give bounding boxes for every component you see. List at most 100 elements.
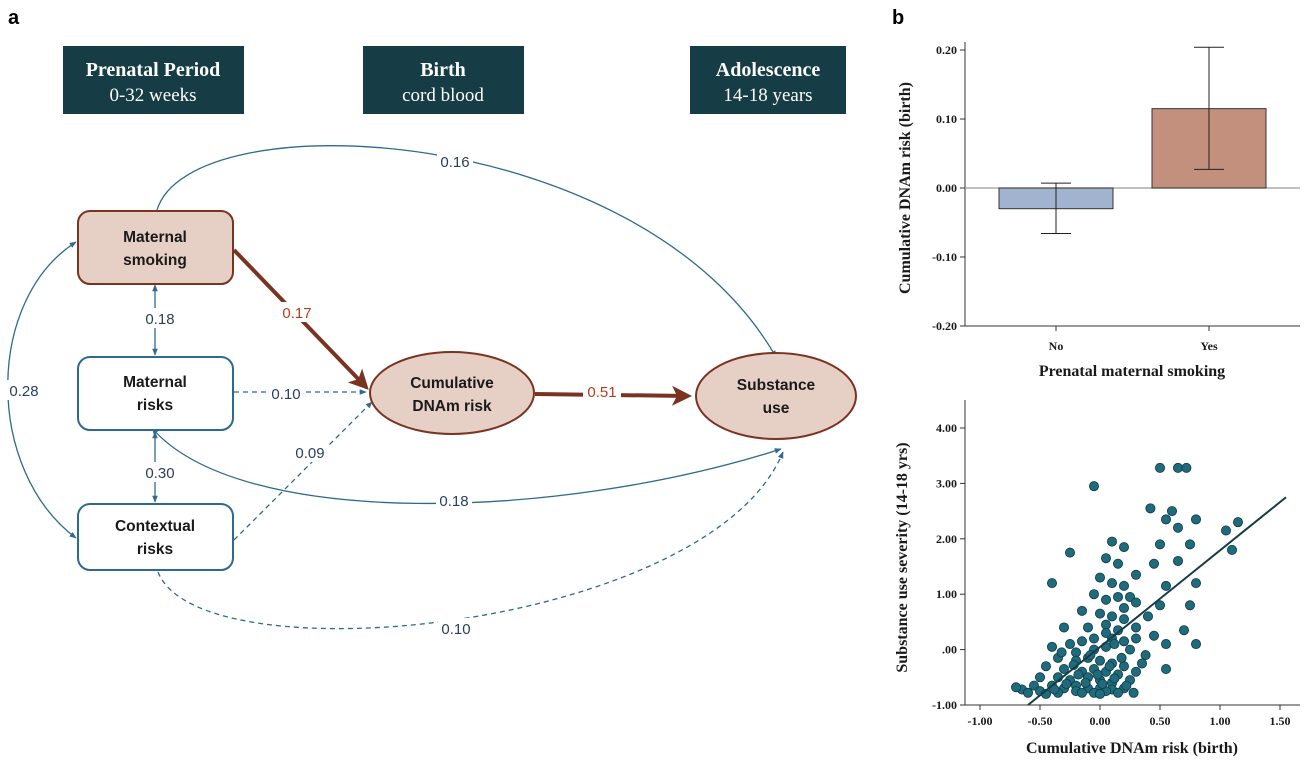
scatter-chart-point [1104, 661, 1115, 672]
scatter-chart-point [1233, 517, 1244, 528]
bar-chart-y-tick-label: 0.00 [936, 181, 957, 195]
coef-maternal-to-substance-text: 0.18 [439, 493, 468, 510]
coef-maternal-to-dnam-text: 0.10 [271, 386, 300, 403]
scatter-chart-x-tick-label: 1.50 [1270, 714, 1291, 728]
scatter-chart-point [1149, 558, 1160, 569]
coef-smoking-contextual-cov-text: 0.28 [9, 383, 38, 400]
period-prenatal-title: Prenatal Period [86, 59, 221, 81]
scatter-chart-point [1181, 462, 1192, 473]
period-adolescence-subtitle: 14-18 years [723, 85, 812, 106]
scatter-chart-point [1101, 553, 1112, 564]
coef-smoking-maternal-cov: 0.18 [142, 308, 178, 328]
scatter-chart-point [1116, 652, 1127, 663]
coef-maternal-to-substance: 0.18 [436, 491, 472, 511]
scatter-chart-point [1227, 544, 1238, 555]
scatter-chart-y-tick-label: 3.00 [936, 476, 957, 490]
coef-smoking-maternal-cov-text: 0.18 [145, 311, 174, 328]
scatter-chart-point [1080, 677, 1091, 688]
scatter-chart-point [1145, 503, 1156, 514]
scatter-chart-point [1113, 687, 1124, 698]
node-cumulative-dnam-ellipse [369, 351, 535, 435]
scatter-chart-point [1173, 462, 1184, 473]
node-maternal-smoking-line2: smoking [123, 252, 187, 269]
scatter-chart-point [1155, 600, 1166, 611]
coef-smoking-to-substance-text: 0.16 [440, 154, 469, 171]
scatter-chart-point [1161, 663, 1172, 674]
scatter-chart-point [1143, 611, 1154, 622]
panel-a-label: a [8, 7, 20, 29]
node-maternal-smoking: Maternal smoking [77, 210, 234, 285]
scatter-chart-x-tick-label: 0.50 [1150, 714, 1171, 728]
bar-chart-x-axis-title: Prenatal maternal smoking [1039, 363, 1225, 380]
bar-chart-y-axis-title: Cumulative DNAm risk (birth) [897, 82, 914, 294]
scatter-chart-point [1107, 611, 1118, 622]
scatter-chart-point [1221, 525, 1232, 536]
period-prenatal: Prenatal Period 0-32 weeks [63, 46, 244, 114]
scatter-chart-point [1095, 572, 1106, 583]
scatter-chart-point [1119, 636, 1130, 647]
node-maternal-risks-box [77, 356, 234, 431]
coef-maternal-contextual-cov-text: 0.30 [145, 465, 174, 482]
coef-maternal-to-dnam: 0.10 [268, 384, 304, 404]
scatter-chart-point [1119, 603, 1130, 614]
coef-maternal-contextual-cov: 0.30 [142, 462, 178, 482]
scatter-chart-point [1101, 619, 1112, 630]
period-prenatal-box [63, 46, 244, 114]
scatter-chart-point [1131, 633, 1142, 644]
node-cumulative-dnam-line1: Cumulative [410, 375, 494, 392]
bar-chart-y-tick-label: 0.20 [936, 43, 957, 57]
period-birth-title: Birth [420, 59, 466, 81]
scatter-chart-point [1077, 687, 1088, 698]
scatter-chart-point [1071, 647, 1082, 658]
scatter-chart-point [1101, 627, 1112, 638]
bar-chart-y-tick-label: 0.10 [936, 112, 957, 126]
scatter-chart-point [1109, 639, 1120, 650]
period-adolescence-title: Adolescence [716, 59, 821, 81]
coef-contextual-to-substance: 0.10 [438, 618, 474, 638]
node-maternal-risks-line1: Maternal [123, 374, 187, 391]
bar-chart-y-tick-label: -0.20 [932, 319, 957, 333]
scatter-chart-point [1047, 641, 1058, 652]
scatter-chart-point [1092, 669, 1103, 680]
scatter-chart-point [1107, 536, 1118, 547]
node-substance-use-ellipse [695, 352, 857, 440]
scatter-chart-point [1155, 539, 1166, 550]
scatter-chart-point [1167, 506, 1178, 517]
period-birth-subtitle: cord blood [402, 85, 484, 106]
scatter-chart-point [1179, 625, 1190, 636]
scatter-chart-point [1131, 666, 1142, 677]
scatter-chart-point [1035, 672, 1046, 683]
scatter-chart-point [1137, 658, 1148, 669]
coef-contextual-to-substance-text: 0.10 [441, 621, 470, 638]
node-maternal-smoking-box [77, 210, 234, 285]
scatter-chart-point [1113, 591, 1124, 602]
path-maternal-to-substance [151, 427, 782, 505]
node-maternal-risks: Maternal risks [77, 356, 234, 431]
node-contextual-risks-line1: Contextual [115, 518, 195, 535]
scatter-chart-point [1097, 678, 1108, 689]
coef-contextual-to-dnam-text: 0.09 [295, 445, 324, 462]
scatter-chart-point [1065, 547, 1076, 558]
scatter-chart-point [1185, 539, 1196, 550]
bar-chart: Cumulative DNAm risk (birth) Prenatal ma… [897, 42, 1300, 380]
period-birth: Birth cord blood [363, 46, 524, 114]
scatter-chart-point [1185, 600, 1196, 611]
scatter-chart-point [1047, 578, 1058, 589]
scatter-chart-x-tick-label: 1.00 [1210, 714, 1231, 728]
period-adolescence-box [690, 46, 846, 114]
node-contextual-risks-box [77, 503, 234, 571]
scatter-chart-y-axis-title: Substance use severity (14-18 yrs) [894, 442, 911, 672]
scatter-chart-point [1140, 650, 1151, 661]
node-maternal-smoking-line1: Maternal [123, 229, 187, 246]
coef-smoking-to-dnam: 0.17 [279, 302, 315, 322]
scatter-chart-x-tick-label: -0.50 [1028, 714, 1053, 728]
scatter-chart-point [1113, 625, 1124, 636]
scatter-chart-point [1107, 578, 1118, 589]
scatter-chart-point [1119, 542, 1130, 553]
node-contextual-risks: Contextual risks [77, 503, 234, 571]
bar-chart-y-tick-label: -0.10 [932, 250, 957, 264]
scatter-chart-point [1161, 639, 1172, 650]
scatter-chart-point [1161, 580, 1172, 591]
scatter-chart-point [1059, 622, 1070, 633]
scatter-chart-point [1161, 514, 1172, 525]
